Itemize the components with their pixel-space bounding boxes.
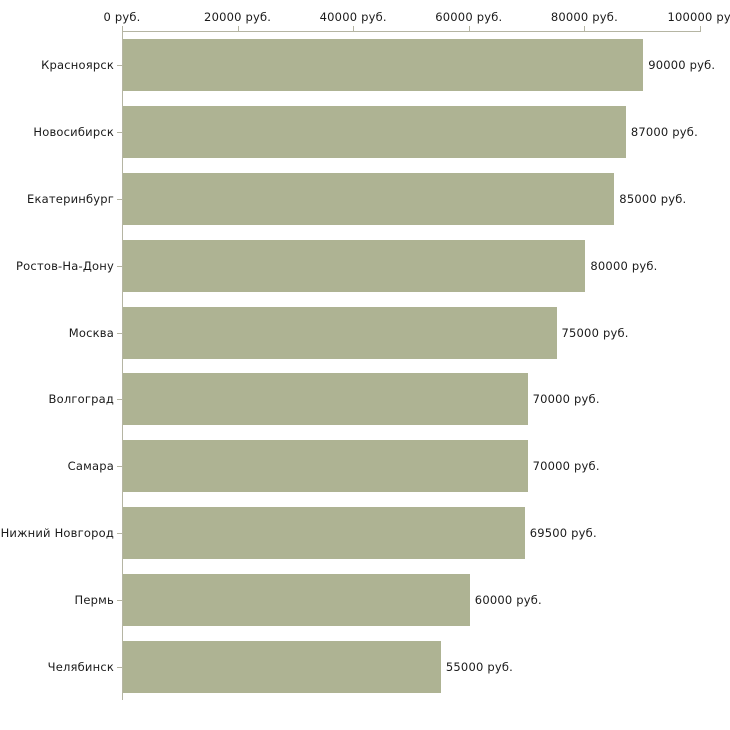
bar-value-label: 69500 руб. bbox=[529, 526, 597, 540]
x-axis-tick-mark bbox=[353, 26, 355, 32]
y-axis-line bbox=[122, 32, 123, 700]
bar bbox=[123, 640, 441, 693]
x-axis-tick-mark bbox=[122, 26, 123, 32]
bar bbox=[123, 106, 626, 159]
bar bbox=[123, 239, 586, 292]
x-axis-tick-label: 20000 руб. bbox=[204, 10, 272, 24]
category-label: Самара bbox=[67, 459, 114, 474]
bar-value-label: 55000 руб. bbox=[445, 659, 513, 674]
x-axis-tick-label: 0 руб. bbox=[103, 10, 141, 24]
bar bbox=[123, 306, 557, 359]
bar bbox=[123, 507, 525, 559]
bar-value-label: 70000 руб. bbox=[532, 392, 600, 407]
category-label: Пермь bbox=[74, 592, 114, 607]
y-axis-tick-mark bbox=[117, 332, 122, 334]
y-axis-tick-mark bbox=[117, 265, 122, 267]
bar-value-label: 87000 руб. bbox=[630, 125, 698, 140]
x-axis-tick-label: 80000 руб. bbox=[550, 10, 618, 24]
category-label: Новосибирск bbox=[33, 125, 114, 140]
x-axis: 0 руб. 20000 руб. 40000 руб. 60000 руб. 8000… bbox=[0, 0, 730, 34]
bar-value-label: 85000 руб. bbox=[619, 192, 687, 206]
bar-value-label: 60000 руб. bbox=[474, 592, 542, 607]
bar bbox=[123, 173, 615, 225]
x-axis-tick-mark bbox=[584, 26, 586, 32]
x-axis-tick-label: 40000 руб. bbox=[319, 10, 387, 24]
y-axis-tick-mark bbox=[117, 132, 122, 134]
x-axis-tick-label: 100000 руб bbox=[667, 10, 730, 24]
category-label: Волгоград bbox=[48, 392, 114, 407]
y-axis-tick-mark bbox=[117, 533, 122, 534]
bar bbox=[123, 373, 528, 426]
category-label: Красноярск bbox=[41, 58, 114, 73]
bar bbox=[123, 39, 644, 92]
x-axis-line bbox=[122, 31, 700, 32]
bar bbox=[123, 573, 470, 626]
bar bbox=[123, 440, 528, 493]
y-axis-tick-mark bbox=[117, 599, 122, 601]
y-axis-tick-mark bbox=[117, 65, 122, 67]
category-label: Москва bbox=[68, 325, 114, 340]
y-axis-tick-mark bbox=[117, 466, 122, 468]
x-axis-tick-label: 60000 руб. bbox=[435, 10, 503, 24]
y-axis-tick-mark bbox=[117, 399, 122, 401]
x-axis-tick-mark bbox=[700, 26, 701, 32]
bar-value-label: 80000 руб. bbox=[590, 258, 658, 273]
bar-value-label: 75000 руб. bbox=[561, 325, 629, 340]
x-axis-tick-mark bbox=[468, 26, 470, 32]
x-axis-tick-mark bbox=[237, 26, 239, 32]
category-label: Нижний Новгород bbox=[0, 526, 114, 540]
y-axis-tick-mark bbox=[117, 666, 122, 668]
category-label: Челябинск bbox=[47, 659, 114, 674]
bar-value-label: 90000 руб. bbox=[648, 58, 716, 73]
category-label: Екатеринбург bbox=[27, 192, 114, 206]
bar-value-label: 70000 руб. bbox=[532, 459, 600, 474]
category-label: Ростов-На-Дону bbox=[16, 258, 114, 273]
y-axis-tick-mark bbox=[117, 199, 122, 200]
